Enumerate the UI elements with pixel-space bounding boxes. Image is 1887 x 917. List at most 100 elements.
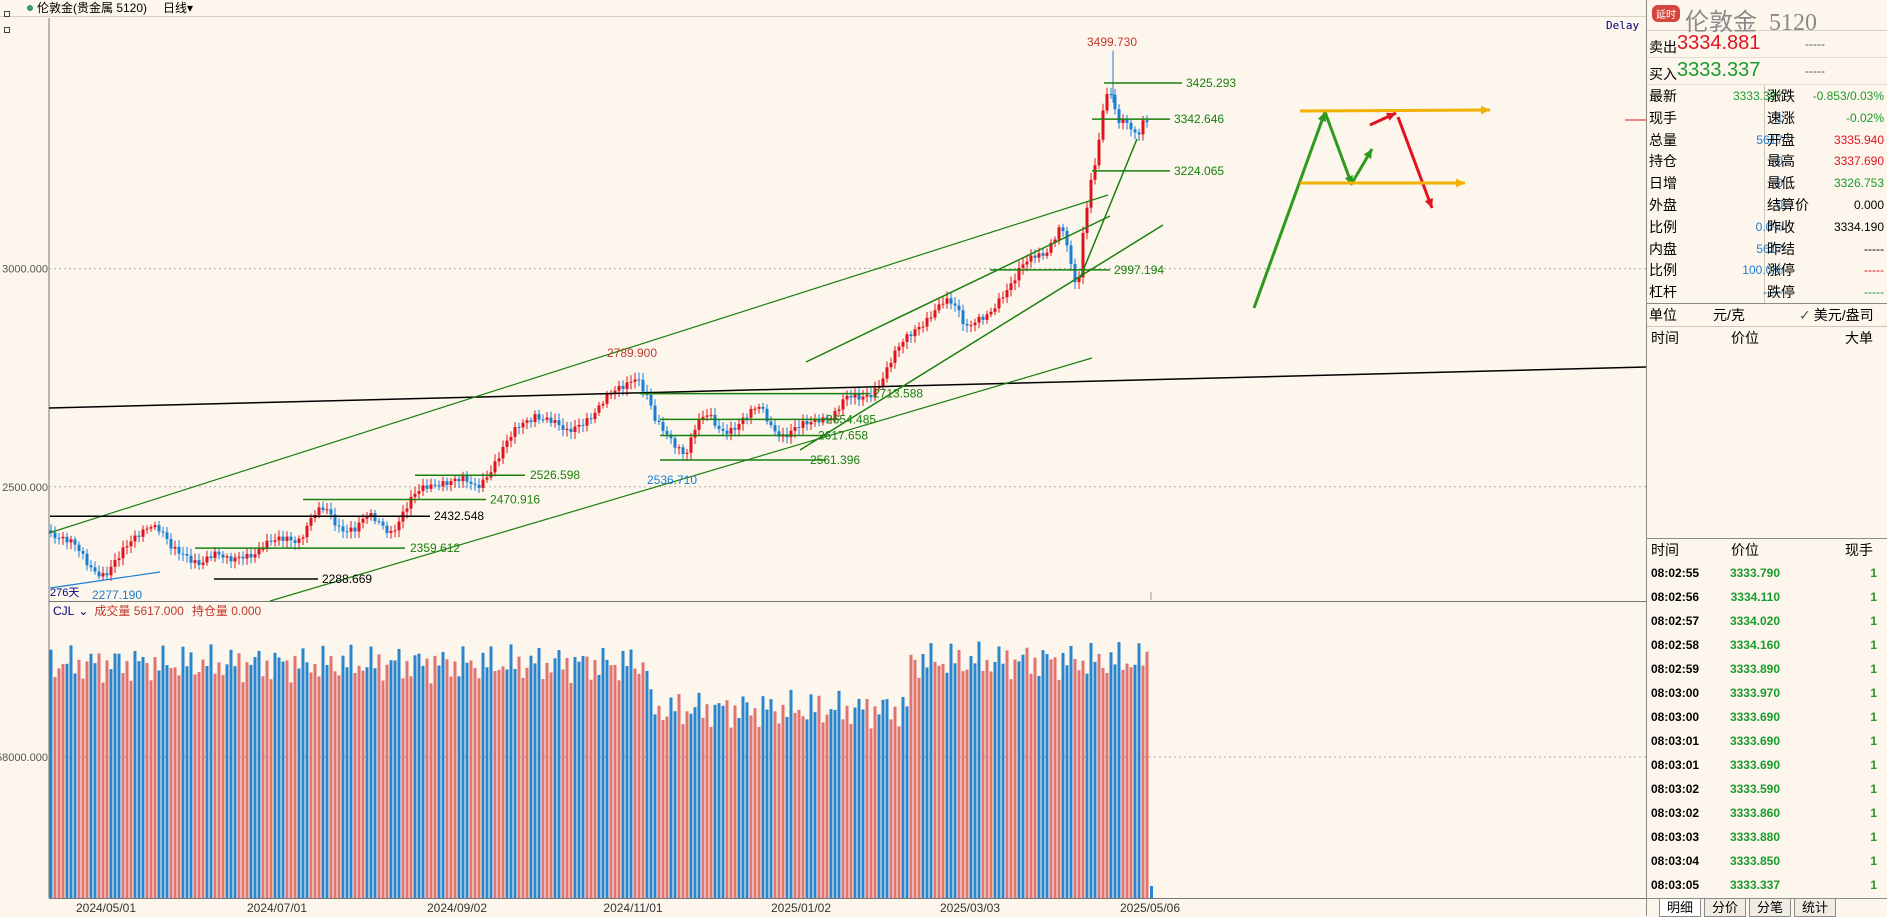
trade-row: 08:02:58 3334.160 1 bbox=[1647, 633, 1887, 657]
unit-option-usd-oz-label: 美元/盎司 bbox=[1813, 307, 1874, 323]
candle-body bbox=[565, 428, 569, 430]
volume-bar bbox=[621, 650, 625, 898]
volume-bar bbox=[921, 653, 925, 898]
candle-body bbox=[185, 554, 189, 556]
volume-bar bbox=[681, 724, 685, 898]
volume-bar bbox=[685, 711, 689, 898]
trade-time: 08:02:59 bbox=[1651, 662, 1700, 676]
volume-bar bbox=[637, 673, 641, 898]
stat-label: 比例 bbox=[1649, 218, 1677, 235]
volume-bar bbox=[777, 723, 781, 898]
instrument-title[interactable]: 伦敦金(贵金属 5120) bbox=[37, 1, 148, 15]
candle-body bbox=[281, 536, 285, 541]
stat-value: 1 bbox=[1776, 110, 1783, 125]
volume-bar bbox=[357, 665, 361, 898]
date-label: 2024/07/01 bbox=[247, 901, 307, 915]
volume-bar bbox=[365, 667, 369, 898]
resistance-line bbox=[48, 366, 1646, 409]
volume-bar bbox=[989, 671, 993, 898]
unit-option-usd-oz[interactable]: ✓ 美元/盎司 bbox=[1799, 304, 1874, 326]
trade-qty: 1 bbox=[1870, 638, 1877, 652]
candle-body bbox=[233, 557, 237, 562]
volume-bar bbox=[249, 664, 253, 898]
candle-body bbox=[197, 560, 201, 565]
candle-body bbox=[797, 427, 801, 429]
volume-bar bbox=[1089, 642, 1093, 898]
candle-body bbox=[1017, 267, 1021, 281]
trade-time: 08:03:00 bbox=[1651, 686, 1700, 700]
candle-body bbox=[301, 537, 305, 539]
candle-body bbox=[85, 553, 89, 566]
layout-icon[interactable] bbox=[4, 5, 16, 33]
volume-bar bbox=[533, 663, 537, 898]
quote-header: 延时 伦敦金 5120 bbox=[1647, 0, 1887, 36]
stat-label: 开盘 bbox=[1767, 131, 1795, 148]
trade-price: 3333.850 bbox=[1729, 854, 1780, 868]
volume-bar bbox=[49, 649, 53, 898]
volume-bar bbox=[389, 660, 393, 898]
stat-label: 外盘 bbox=[1649, 197, 1677, 213]
candle-body bbox=[1057, 227, 1061, 240]
volume-bar bbox=[673, 711, 677, 898]
candle-body bbox=[969, 325, 973, 327]
candle-body bbox=[549, 417, 553, 423]
candle-body bbox=[757, 406, 761, 409]
tab-2[interactable]: 分笔 bbox=[1749, 899, 1792, 917]
candle-body bbox=[1137, 132, 1141, 135]
volume-bar bbox=[733, 705, 737, 898]
volume-bar bbox=[561, 669, 565, 898]
volume-bar bbox=[169, 668, 173, 898]
candle-body bbox=[693, 429, 697, 438]
trade-row: 08:03:05 3333.337 1 bbox=[1647, 873, 1887, 897]
candle-body bbox=[717, 425, 721, 429]
tab-1[interactable]: 分价 bbox=[1704, 899, 1747, 917]
trade-time: 08:03:02 bbox=[1651, 806, 1700, 820]
candle-body bbox=[601, 403, 605, 406]
period-selector[interactable]: 日线▾ bbox=[163, 0, 193, 16]
volume-bar bbox=[885, 699, 889, 898]
volume-bar bbox=[501, 666, 505, 898]
trade-time: 08:03:02 bbox=[1651, 782, 1700, 796]
stat-row: 持仓 0 最高 3337.690 bbox=[1647, 150, 1887, 172]
candle-body bbox=[225, 556, 229, 558]
candle-body bbox=[137, 535, 141, 537]
candle-body bbox=[813, 418, 817, 423]
candle-body bbox=[669, 434, 673, 439]
trade-qty: 1 bbox=[1870, 854, 1877, 868]
indicator-name[interactable]: CJL bbox=[53, 604, 75, 618]
volume-value: 5617.000 bbox=[133, 604, 184, 618]
volume-bar bbox=[841, 719, 845, 898]
unit-option-yuan-gram[interactable]: 元/克 bbox=[1713, 307, 1745, 323]
tab-0[interactable]: 明细 bbox=[1659, 899, 1702, 917]
candle-body bbox=[109, 566, 113, 576]
tab-3[interactable]: 统计 bbox=[1794, 899, 1837, 917]
candle-body bbox=[1077, 277, 1081, 283]
volume-bar bbox=[449, 676, 453, 898]
trade-row: 08:02:59 3333.890 1 bbox=[1647, 657, 1887, 681]
volume-bar bbox=[1145, 651, 1149, 898]
volume-bar bbox=[1053, 657, 1057, 898]
volume-bar bbox=[745, 702, 749, 898]
candle-body bbox=[165, 532, 169, 539]
stat-label: 内盘 bbox=[1649, 240, 1677, 257]
chevron-down-icon[interactable]: ⌄ bbox=[78, 604, 89, 618]
volume-bar bbox=[805, 719, 809, 898]
volume-bar bbox=[993, 661, 997, 898]
volume-bar bbox=[617, 680, 621, 898]
candle-body bbox=[649, 394, 653, 406]
trade-time: 08:02:58 bbox=[1651, 638, 1700, 652]
trade-list[interactable]: 时间 价位 现手 08:02:55 3333.790 1 08:02:56 3334.1… bbox=[1647, 538, 1887, 897]
chevron-down-icon: ▾ bbox=[187, 1, 194, 15]
candle-body bbox=[269, 540, 273, 542]
trade-qty: 1 bbox=[1870, 686, 1877, 700]
candle-body bbox=[997, 298, 1001, 309]
kline-chart[interactable]: 3000.000 2500.000 58000.000 2024/05/01 2024/… bbox=[0, 0, 1646, 916]
candle-body bbox=[597, 405, 601, 413]
volume-bar bbox=[893, 706, 897, 898]
price-annotation: 2536.710 bbox=[647, 473, 697, 487]
candle-body bbox=[881, 378, 885, 387]
quote-panel: 延时 伦敦金 5120 卖出 3334.881 ----- 买入 3333.337… bbox=[1646, 0, 1887, 917]
stat-value: ----- bbox=[1864, 285, 1884, 300]
candle-body bbox=[621, 385, 625, 389]
volume-bar bbox=[1093, 661, 1097, 898]
